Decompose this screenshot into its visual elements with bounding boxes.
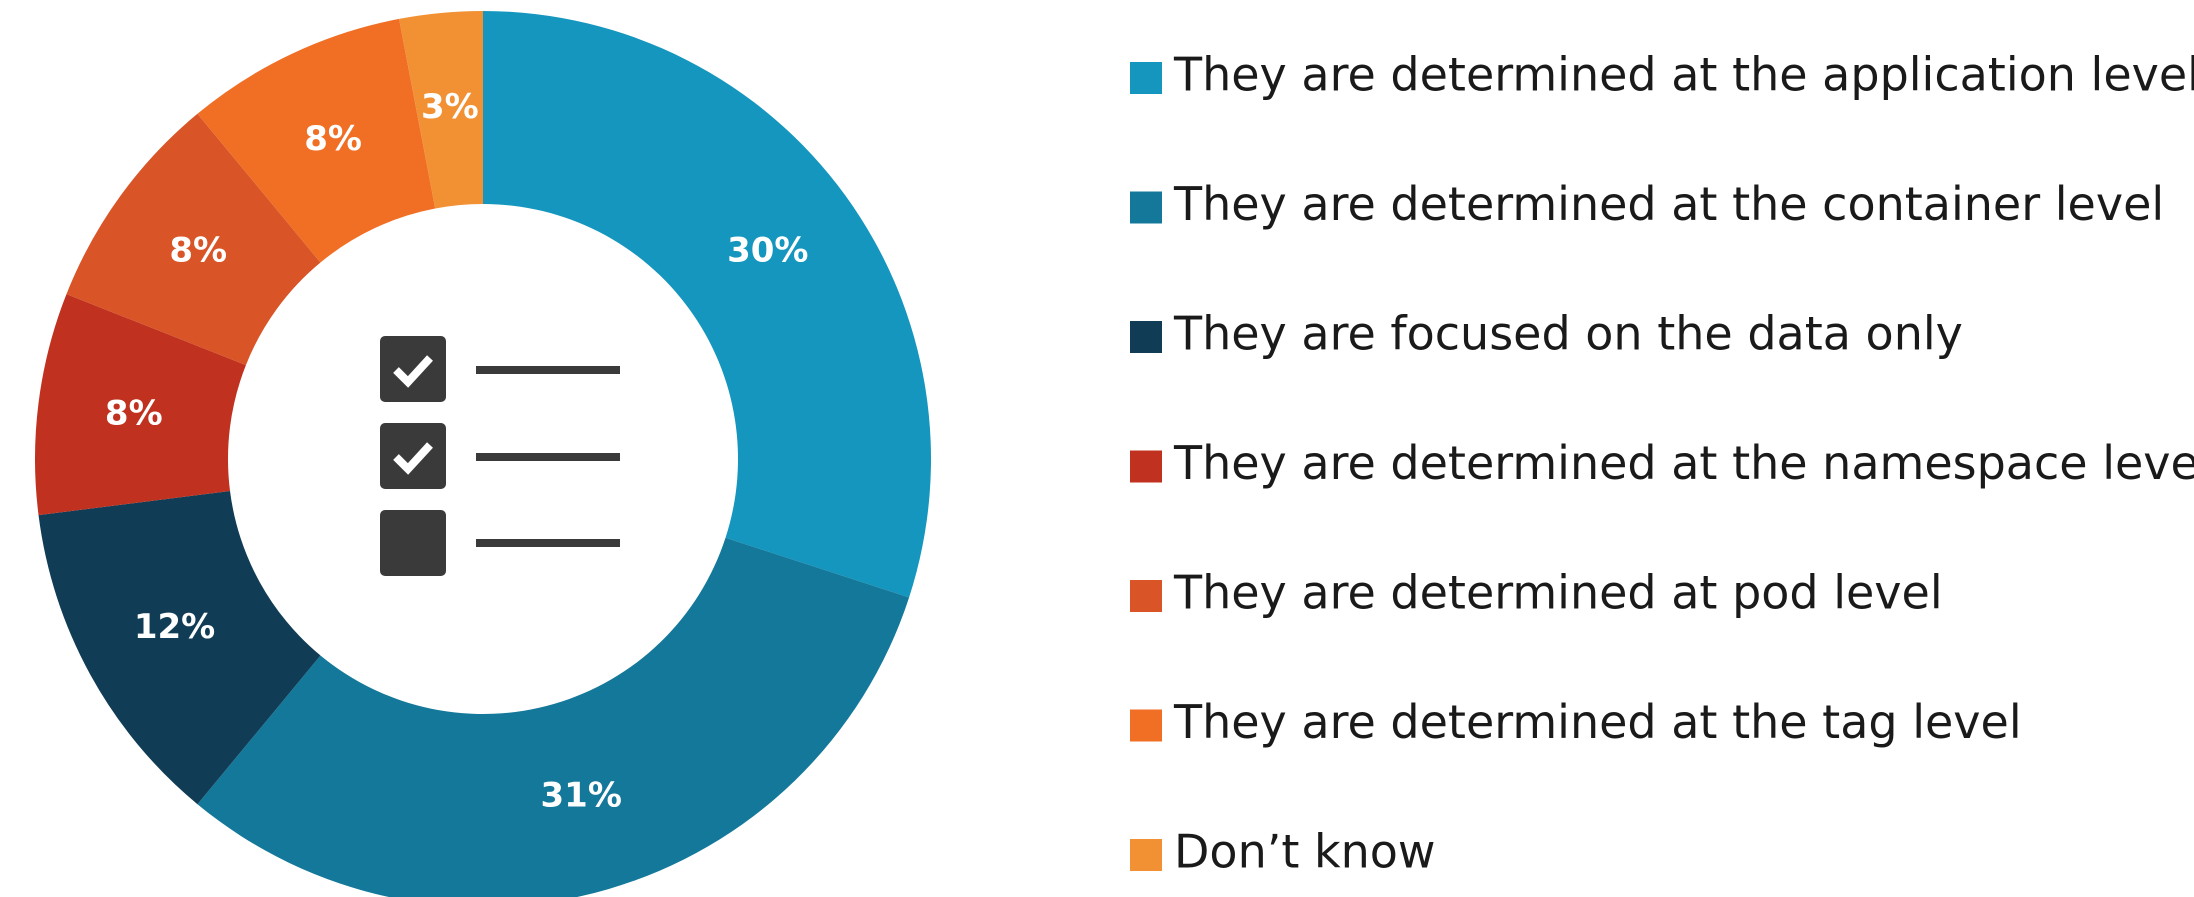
value-label: 8% <box>304 119 362 159</box>
value-label: 8% <box>105 393 163 433</box>
legend-swatch <box>1130 839 1162 871</box>
legend-text: Don’t know <box>1174 825 1436 879</box>
donut-slice <box>399 11 483 209</box>
legend-swatch <box>1130 450 1162 483</box>
donut-slice <box>483 11 931 598</box>
value-label: 8% <box>169 231 227 271</box>
donut-slice <box>38 490 321 805</box>
center-icon <box>380 336 620 576</box>
legend-swatch <box>1130 321 1162 353</box>
donut-slice <box>197 537 910 897</box>
donut-slice <box>197 18 436 263</box>
legend-text: They are determined at the namespace lev… <box>1173 436 2194 490</box>
legend-text: They are determined at the application l… <box>1173 48 2194 102</box>
legend-swatch <box>1130 191 1162 224</box>
legend-text: They are focused on the data only <box>1173 307 1963 361</box>
value-label: 31% <box>541 776 622 816</box>
value-label: 12% <box>134 607 215 647</box>
donut-slice <box>66 113 321 366</box>
legend-swatch <box>1130 580 1162 612</box>
legend-text: They are determined at pod level <box>1173 566 1943 620</box>
value-label: 3% <box>421 87 479 127</box>
value-label: 30% <box>727 231 808 271</box>
legend-text: They are determined at the tag level <box>1173 695 2022 749</box>
legend-text: They are determined at the container lev… <box>1173 177 2164 231</box>
donut-slice <box>35 294 246 516</box>
legend-swatch <box>1130 709 1162 742</box>
legend-swatch <box>1130 62 1162 94</box>
